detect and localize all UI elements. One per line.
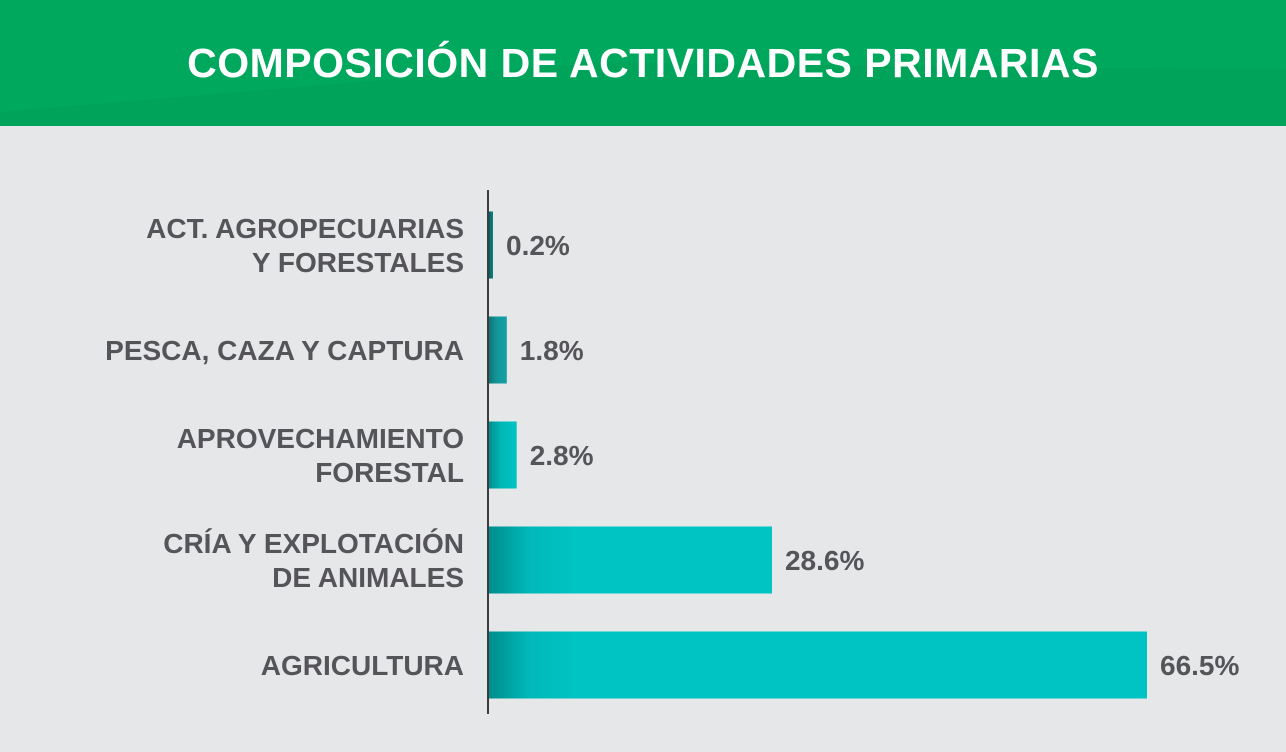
- category-label: CRÍA Y EXPLOTACIÓN: [163, 528, 464, 559]
- title-banner: COMPOSICIÓN DE ACTIVIDADES PRIMARIAS: [0, 0, 1286, 126]
- bar-row: 1.8% PESCA, CAZA Y CAPTURA: [105, 316, 584, 384]
- category-label: PESCA, CAZA Y CAPTURA: [105, 335, 464, 366]
- bar-shade: [489, 631, 579, 699]
- value-label: 2.8%: [530, 440, 594, 471]
- category-label: Y FORESTALES: [252, 247, 464, 278]
- bar-shade: [489, 421, 517, 489]
- value-label: 0.2%: [506, 230, 570, 261]
- bar-row: 66.5% AGRICULTURA: [261, 631, 1239, 699]
- value-label: 1.8%: [520, 335, 584, 366]
- banner-sheen: [0, 62, 1286, 126]
- category-label: FORESTAL: [315, 457, 464, 488]
- bar-shade: [489, 211, 493, 279]
- bar-shade: [489, 526, 579, 594]
- category-label: AGRICULTURA: [261, 650, 464, 681]
- value-label: 66.5%: [1160, 650, 1239, 681]
- category-label: APROVECHAMIENTO: [177, 423, 464, 454]
- bar-shade: [489, 316, 507, 384]
- chart-title: COMPOSICIÓN DE ACTIVIDADES PRIMARIAS: [187, 40, 1099, 86]
- category-label: DE ANIMALES: [272, 562, 464, 593]
- value-label: 28.6%: [785, 545, 864, 576]
- category-label: ACT. AGROPECUARIAS: [146, 213, 464, 244]
- bar: [489, 631, 1147, 699]
